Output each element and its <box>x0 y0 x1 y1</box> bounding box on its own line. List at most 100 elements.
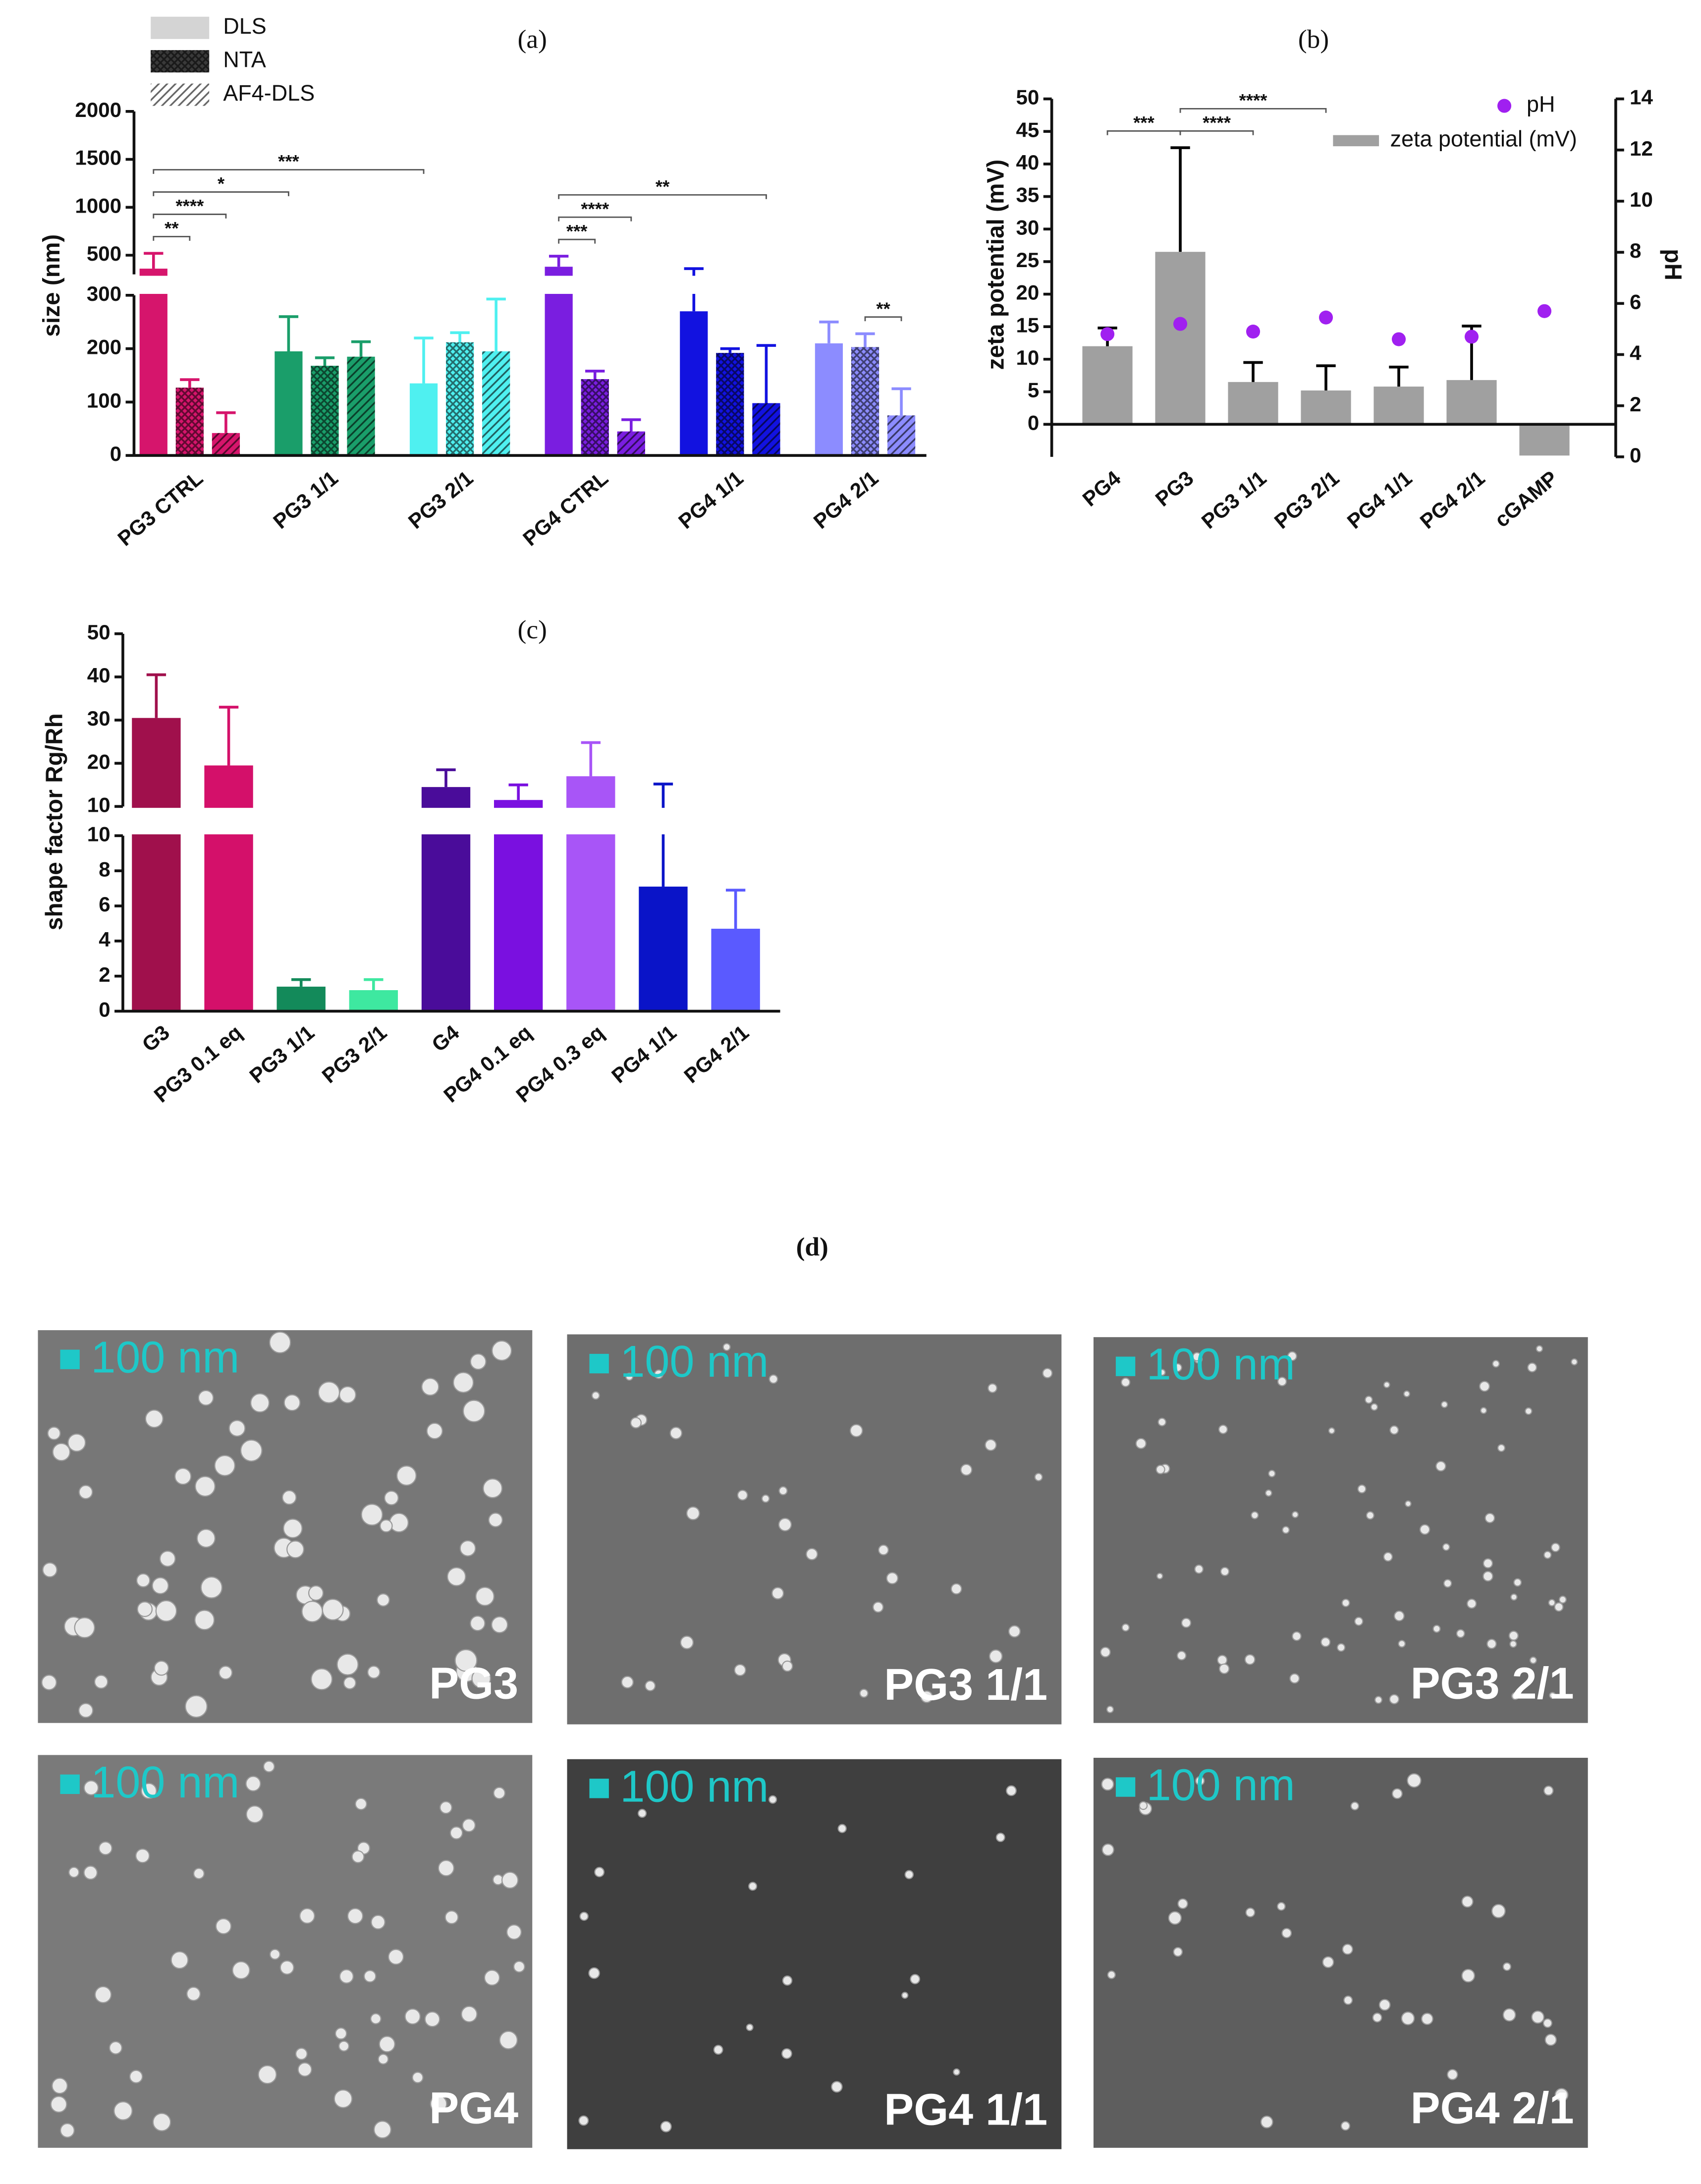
bar <box>1082 346 1133 425</box>
particle <box>363 1969 377 1983</box>
particle <box>269 1331 291 1353</box>
scale-bar <box>589 1353 609 1374</box>
y-tick-label: 1000 <box>75 194 121 217</box>
particle <box>1443 1579 1452 1588</box>
particle <box>960 1463 973 1476</box>
particle <box>421 1378 439 1396</box>
particle <box>74 1617 96 1638</box>
y2-tick-label: 12 <box>1630 137 1653 160</box>
particle <box>501 1871 519 1889</box>
micrograph <box>567 1334 1062 1725</box>
scale-label: 100 nm <box>620 1762 768 1811</box>
particle <box>78 1703 94 1718</box>
y2-tick-label: 2 <box>1630 392 1641 416</box>
significance-label: *** <box>1133 112 1154 133</box>
significance-bracket <box>558 238 596 244</box>
particle <box>299 1908 315 1924</box>
y-tick-label: 10 <box>87 822 110 845</box>
y-tick-label: 0 <box>1028 411 1039 434</box>
particle <box>1511 1692 1520 1700</box>
particle <box>1034 1473 1043 1481</box>
particle <box>59 2123 75 2138</box>
particle <box>1244 1654 1256 1665</box>
ph-point <box>1464 330 1479 344</box>
particle <box>1336 1643 1346 1652</box>
particle <box>145 1409 164 1428</box>
y-tick-label: 50 <box>87 620 110 644</box>
bar-hatch <box>347 356 375 456</box>
y-tick-label: 20 <box>87 750 110 773</box>
particle <box>250 1393 270 1413</box>
particle <box>281 1490 297 1505</box>
particle <box>137 1601 153 1617</box>
particle <box>737 1490 748 1501</box>
scale-bar <box>60 1349 80 1369</box>
particle <box>1291 1511 1299 1518</box>
y-tick-label: 10 <box>1016 346 1039 369</box>
particle <box>1509 1640 1517 1648</box>
bar-hatch <box>446 342 474 456</box>
y-tick-label: 10 <box>87 793 110 816</box>
particle <box>1354 1617 1364 1626</box>
particle <box>1287 1351 1297 1361</box>
x-tick-label: PG3 1/1 <box>269 466 342 533</box>
particle <box>1407 1773 1422 1788</box>
particle <box>491 1340 512 1361</box>
particle <box>782 1975 793 1986</box>
particle <box>1554 1602 1564 1612</box>
particle <box>1378 1999 1391 2011</box>
particle <box>768 1374 778 1384</box>
y-tick-label: 30 <box>1016 216 1039 239</box>
particle <box>768 1795 777 1804</box>
axis-break <box>132 276 928 294</box>
particle <box>630 1417 642 1429</box>
panel-label: (c) <box>518 615 547 644</box>
y-tick-label: 40 <box>87 664 110 687</box>
x-tick-label: PG4 2/1 <box>679 1020 753 1087</box>
particle <box>135 1848 150 1863</box>
particle <box>1277 1902 1286 1911</box>
particle <box>1484 1512 1495 1523</box>
particle <box>953 2068 960 2076</box>
particle <box>198 1390 214 1406</box>
particle <box>185 1695 208 1718</box>
particle <box>1398 1640 1406 1648</box>
particle <box>193 1868 205 1880</box>
particle <box>1389 1694 1400 1704</box>
particle <box>625 1372 634 1381</box>
particle <box>1442 1543 1450 1551</box>
significance-bracket <box>153 235 191 241</box>
particle <box>988 1383 997 1393</box>
particle <box>1492 1360 1500 1368</box>
particle <box>461 2006 478 2022</box>
y2-tick-label: 4 <box>1630 341 1642 365</box>
legend-swatch <box>151 16 210 39</box>
particle <box>1403 1390 1411 1398</box>
particle <box>389 1512 409 1533</box>
particle <box>152 2113 171 2131</box>
x-tick-label: PG4 1/1 <box>674 466 748 533</box>
ph-point <box>1173 317 1188 331</box>
particle <box>470 1353 487 1370</box>
significance-label: ** <box>876 298 890 319</box>
particle <box>1156 1572 1163 1579</box>
x-tick-label: PG3 1/1 <box>245 1020 319 1087</box>
particle <box>459 1540 476 1557</box>
significance-bracket <box>558 194 767 199</box>
bar <box>132 718 181 1011</box>
panel-label: (d) <box>796 1232 828 1261</box>
x-tick-label: PG3 CTRL <box>113 466 207 551</box>
particle <box>1419 1524 1430 1535</box>
y-tick-label: 300 <box>87 282 121 305</box>
particle <box>1529 1656 1537 1664</box>
particle <box>1486 1638 1497 1649</box>
particle <box>1544 2033 1557 2046</box>
x-tick-label: PG3 2/1 <box>404 466 478 533</box>
particle <box>1513 1578 1522 1587</box>
y-tick-label: 35 <box>1016 183 1039 207</box>
particle <box>778 1517 792 1532</box>
particle <box>339 1969 354 1984</box>
y-axis-label: size (nm) <box>39 234 65 337</box>
particle <box>873 1601 884 1613</box>
x-tick-label: PG3 2/1 <box>1270 466 1344 533</box>
